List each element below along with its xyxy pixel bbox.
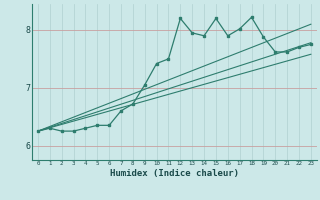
- X-axis label: Humidex (Indice chaleur): Humidex (Indice chaleur): [110, 169, 239, 178]
